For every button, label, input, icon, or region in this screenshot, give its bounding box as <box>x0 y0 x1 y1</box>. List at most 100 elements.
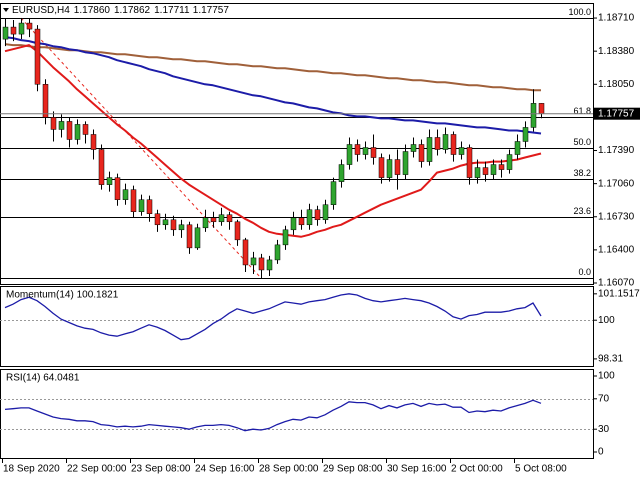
x-tick-label: 29 Sep 08:00 <box>323 464 383 475</box>
candle-body <box>514 141 521 155</box>
rsi-panel-frame <box>0 369 594 459</box>
candle-body <box>354 144 361 155</box>
x-tick-label: 30 Sep 16:00 <box>387 464 447 475</box>
candle-body <box>66 121 73 140</box>
indicator-title: Momentum(14) 100.1821 <box>6 290 119 301</box>
candle-body <box>58 121 65 130</box>
fib-level-label: 50.0 <box>573 137 591 147</box>
fib-level-label: 100.0 <box>568 7 591 17</box>
candle-body <box>50 117 57 130</box>
candle-body <box>314 209 321 221</box>
y-tick-label: 1.16070 <box>598 278 635 289</box>
symbol-menu-icon <box>3 8 9 12</box>
candle-body <box>178 224 185 231</box>
candle-body <box>82 124 89 135</box>
y-tick-label: 101.1517 <box>598 288 640 299</box>
y-tick-label: 100 <box>598 371 615 382</box>
candle-body <box>426 137 433 162</box>
y-tick-label: 1.16730 <box>598 211 635 222</box>
candle-body <box>322 204 329 221</box>
fib-level-label: 38.2 <box>573 168 591 178</box>
candle-body <box>490 164 497 175</box>
candle-body <box>122 189 129 200</box>
candle-body <box>458 147 465 155</box>
ohlc-label: 1.17860 <box>74 5 111 16</box>
candle-body <box>90 134 97 150</box>
y-tick-label: 100 <box>598 315 615 326</box>
x-tick-label: 28 Sep 00:00 <box>259 464 319 475</box>
candle-body <box>10 26 17 35</box>
fib-trend-line <box>20 17 262 279</box>
candle-body <box>306 209 313 226</box>
indicator-line <box>4 399 542 432</box>
candle-body <box>98 149 105 185</box>
candle-body <box>394 159 401 175</box>
candle-body <box>266 259 273 271</box>
candle-body <box>378 157 385 178</box>
candle-body <box>474 167 481 178</box>
candle-body <box>74 124 81 140</box>
candle-body <box>330 181 337 205</box>
ohlc-label: 1.17862 <box>114 5 151 16</box>
candle-body <box>226 214 233 223</box>
x-tick-label: 18 Sep 2020 <box>3 464 60 475</box>
candle-body <box>482 167 489 175</box>
last-price-box <box>594 107 640 120</box>
fib-level-label: 0.0 <box>578 267 591 277</box>
candle-body <box>250 257 257 266</box>
candle-body <box>218 214 225 223</box>
x-tick-label: 23 Sep 08:00 <box>131 464 191 475</box>
candle-body <box>234 221 241 241</box>
candle-body <box>418 144 425 162</box>
candle-body <box>154 213 161 226</box>
candle-body <box>130 189 137 212</box>
candle-body <box>26 22 33 30</box>
candle-body <box>522 127 529 142</box>
candle-body <box>370 147 377 158</box>
candle-body <box>346 144 353 165</box>
candle-body <box>106 177 113 185</box>
y-tick-label: 98.31 <box>598 354 623 365</box>
x-tick-label: 24 Sep 16:00 <box>195 464 255 475</box>
moving-average <box>4 43 541 92</box>
candle-body <box>274 244 281 261</box>
candle-body <box>506 154 513 170</box>
candle-body <box>362 147 369 155</box>
candle-body <box>138 199 145 212</box>
indicator-title: RSI(14) 64.0481 <box>6 373 80 384</box>
y-tick-label: 70 <box>598 393 610 404</box>
candle-body <box>162 219 169 226</box>
chart-header: EURUSD,H4 1.17860 1.17862 1.17711 1.17757 <box>12 5 229 16</box>
moving-average <box>4 44 542 238</box>
x-tick-label: 22 Sep 00:00 <box>67 464 127 475</box>
candle-body <box>42 84 49 118</box>
candle-body <box>258 257 265 271</box>
y-tick-label: 1.17390 <box>598 145 635 156</box>
candle-body <box>210 217 217 223</box>
y-tick-label: 1.16400 <box>598 245 635 256</box>
y-tick-label: 30 <box>598 424 610 435</box>
x-tick-label: 2 Oct 00:00 <box>451 464 503 475</box>
candle-body <box>386 159 393 178</box>
candle-body <box>442 134 449 150</box>
candle-body <box>338 164 345 182</box>
candle-body <box>290 217 297 231</box>
ohlc-label: 1.17757 <box>193 5 230 16</box>
y-tick-label: 1.18380 <box>598 46 635 57</box>
last-price-label: 1.17757 <box>598 108 635 119</box>
candle-body <box>538 103 545 114</box>
candle-body <box>202 217 209 229</box>
candle-body <box>2 26 9 40</box>
candle-body <box>114 177 121 200</box>
y-tick-label: 1.18710 <box>598 13 635 24</box>
candle-body <box>170 219 177 231</box>
candle-body <box>186 224 193 249</box>
candle-body <box>298 217 305 226</box>
candle-body <box>530 103 537 128</box>
candle-body <box>34 28 41 85</box>
ohlc-label: 1.17711 <box>154 5 190 16</box>
x-tick-label: 5 Oct 08:00 <box>515 464 567 475</box>
candle-body <box>282 229 289 246</box>
candle-body <box>146 199 153 214</box>
